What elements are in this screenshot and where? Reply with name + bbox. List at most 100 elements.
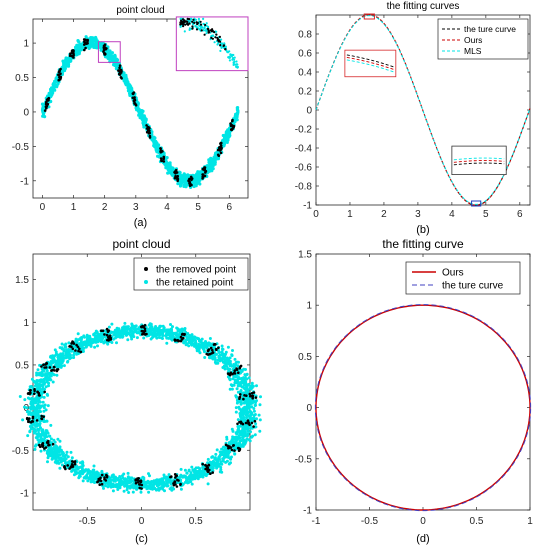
removed-point <box>75 343 78 347</box>
removed-point <box>160 159 163 162</box>
removed-point <box>59 72 62 75</box>
removed-point <box>66 464 69 467</box>
retained-point <box>240 444 244 448</box>
retained-point <box>169 336 173 340</box>
retained-point <box>36 438 40 442</box>
retained-point <box>187 469 191 473</box>
retained-point <box>25 406 29 410</box>
retained-point <box>107 484 111 488</box>
retained-point <box>65 450 69 454</box>
removed-point <box>174 168 178 172</box>
retained-point <box>94 38 98 42</box>
retained-point <box>112 337 115 341</box>
x-tick-label: 0 <box>313 209 319 220</box>
retained-point <box>39 373 43 376</box>
retained-point <box>66 360 69 364</box>
removed-point <box>71 340 74 343</box>
retained-point <box>55 83 59 87</box>
retained-point <box>237 430 241 433</box>
retained-point <box>51 380 55 384</box>
retained-point <box>219 452 223 456</box>
removed-point <box>97 478 101 481</box>
retained-point <box>233 452 237 456</box>
inset-removed-point <box>188 22 191 25</box>
retained-point <box>179 174 183 178</box>
panel-caption: (a) <box>134 217 147 229</box>
retained-point <box>118 475 122 478</box>
removed-point <box>176 177 180 181</box>
removed-point <box>42 363 45 367</box>
removed-point <box>29 389 32 392</box>
retained-point <box>214 352 218 356</box>
retained-point <box>234 410 238 414</box>
y-tick-label: -0.5 <box>12 142 30 153</box>
retained-point <box>46 460 49 464</box>
retained-point <box>242 386 246 390</box>
removed-point <box>254 396 258 399</box>
retained-point <box>210 461 214 465</box>
removed-point <box>45 361 48 365</box>
removed-point <box>211 348 214 352</box>
retained-point <box>150 332 154 336</box>
y-tick-label: -1 <box>303 201 312 212</box>
retained-point <box>155 336 159 340</box>
retained-point <box>28 430 32 434</box>
retained-point <box>58 346 62 350</box>
retained-point <box>38 396 42 400</box>
retained-point <box>84 476 88 480</box>
removed-point <box>103 476 106 479</box>
retained-point <box>47 91 51 95</box>
removed-point <box>45 105 49 108</box>
removed-point <box>41 445 44 448</box>
retained-point <box>220 350 224 354</box>
retained-point <box>176 182 180 186</box>
removed-point <box>206 349 210 352</box>
retained-point <box>39 449 43 453</box>
retained-point <box>147 486 151 490</box>
removed-point <box>145 332 148 336</box>
y-tick-label: -1 <box>20 488 29 499</box>
retained-point <box>232 363 236 366</box>
retained-point <box>44 408 48 412</box>
removed-point <box>107 335 110 339</box>
retained-point <box>96 473 100 477</box>
retained-point <box>187 344 191 348</box>
retained-point <box>223 358 227 362</box>
x-tick-label: 5 <box>483 209 489 220</box>
retained-point <box>133 327 136 331</box>
retained-point <box>222 138 226 142</box>
retained-point <box>205 345 209 349</box>
retained-point <box>133 484 137 488</box>
inset-retained-point <box>228 59 231 62</box>
retained-point <box>60 361 63 365</box>
retained-point <box>150 336 154 340</box>
retained-point <box>245 377 249 381</box>
removed-point <box>215 348 218 352</box>
retained-point <box>121 481 125 485</box>
retained-point <box>238 382 242 386</box>
retained-point <box>164 166 168 170</box>
removed-point <box>48 443 51 447</box>
removed-point <box>106 330 110 334</box>
retained-point <box>249 426 252 430</box>
retained-point <box>79 338 83 342</box>
removed-point <box>72 56 75 59</box>
retained-point <box>205 164 209 168</box>
retained-point <box>37 399 41 402</box>
retained-point <box>234 114 238 119</box>
retained-point <box>32 412 36 416</box>
removed-point <box>104 52 107 56</box>
inset-removed-point <box>183 19 186 22</box>
retained-point <box>25 410 29 414</box>
removed-point <box>213 342 216 346</box>
removed-point <box>28 392 32 396</box>
inset-removed-point <box>188 18 191 21</box>
retained-point <box>235 360 239 364</box>
retained-point <box>220 462 224 466</box>
removed-point <box>102 45 106 48</box>
retained-point <box>189 480 193 484</box>
retained-point <box>164 162 168 166</box>
inset-retained-point <box>226 50 230 53</box>
retained-point <box>91 43 95 47</box>
